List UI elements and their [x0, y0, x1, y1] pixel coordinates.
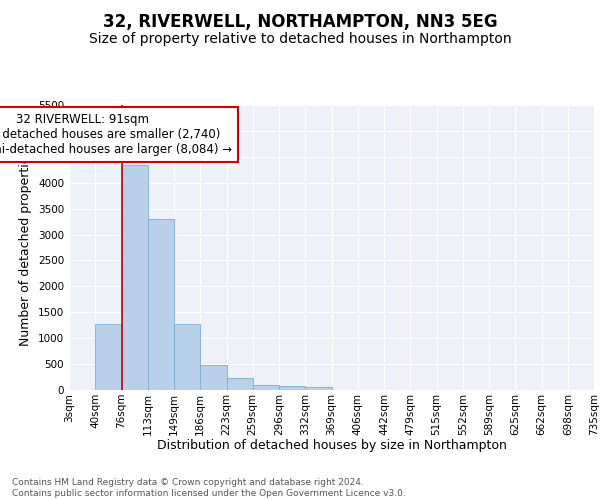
Bar — [253, 386, 279, 390]
Bar — [200, 365, 227, 390]
X-axis label: Distribution of detached houses by size in Northampton: Distribution of detached houses by size … — [157, 439, 506, 452]
Y-axis label: Number of detached properties: Number of detached properties — [19, 149, 32, 346]
Text: Size of property relative to detached houses in Northampton: Size of property relative to detached ho… — [89, 32, 511, 46]
Bar — [121, 164, 148, 390]
Bar — [174, 324, 200, 390]
Bar — [279, 386, 305, 390]
Text: 32, RIVERWELL, NORTHAMPTON, NN3 5EG: 32, RIVERWELL, NORTHAMPTON, NN3 5EG — [103, 12, 497, 30]
Text: 32 RIVERWELL: 91sqm
← 25% of detached houses are smaller (2,740)
74% of semi-det: 32 RIVERWELL: 91sqm ← 25% of detached ho… — [0, 113, 232, 156]
Bar — [95, 324, 121, 390]
Bar — [305, 388, 331, 390]
Text: Contains HM Land Registry data © Crown copyright and database right 2024.
Contai: Contains HM Land Registry data © Crown c… — [12, 478, 406, 498]
Bar — [148, 219, 174, 390]
Bar — [227, 378, 253, 390]
